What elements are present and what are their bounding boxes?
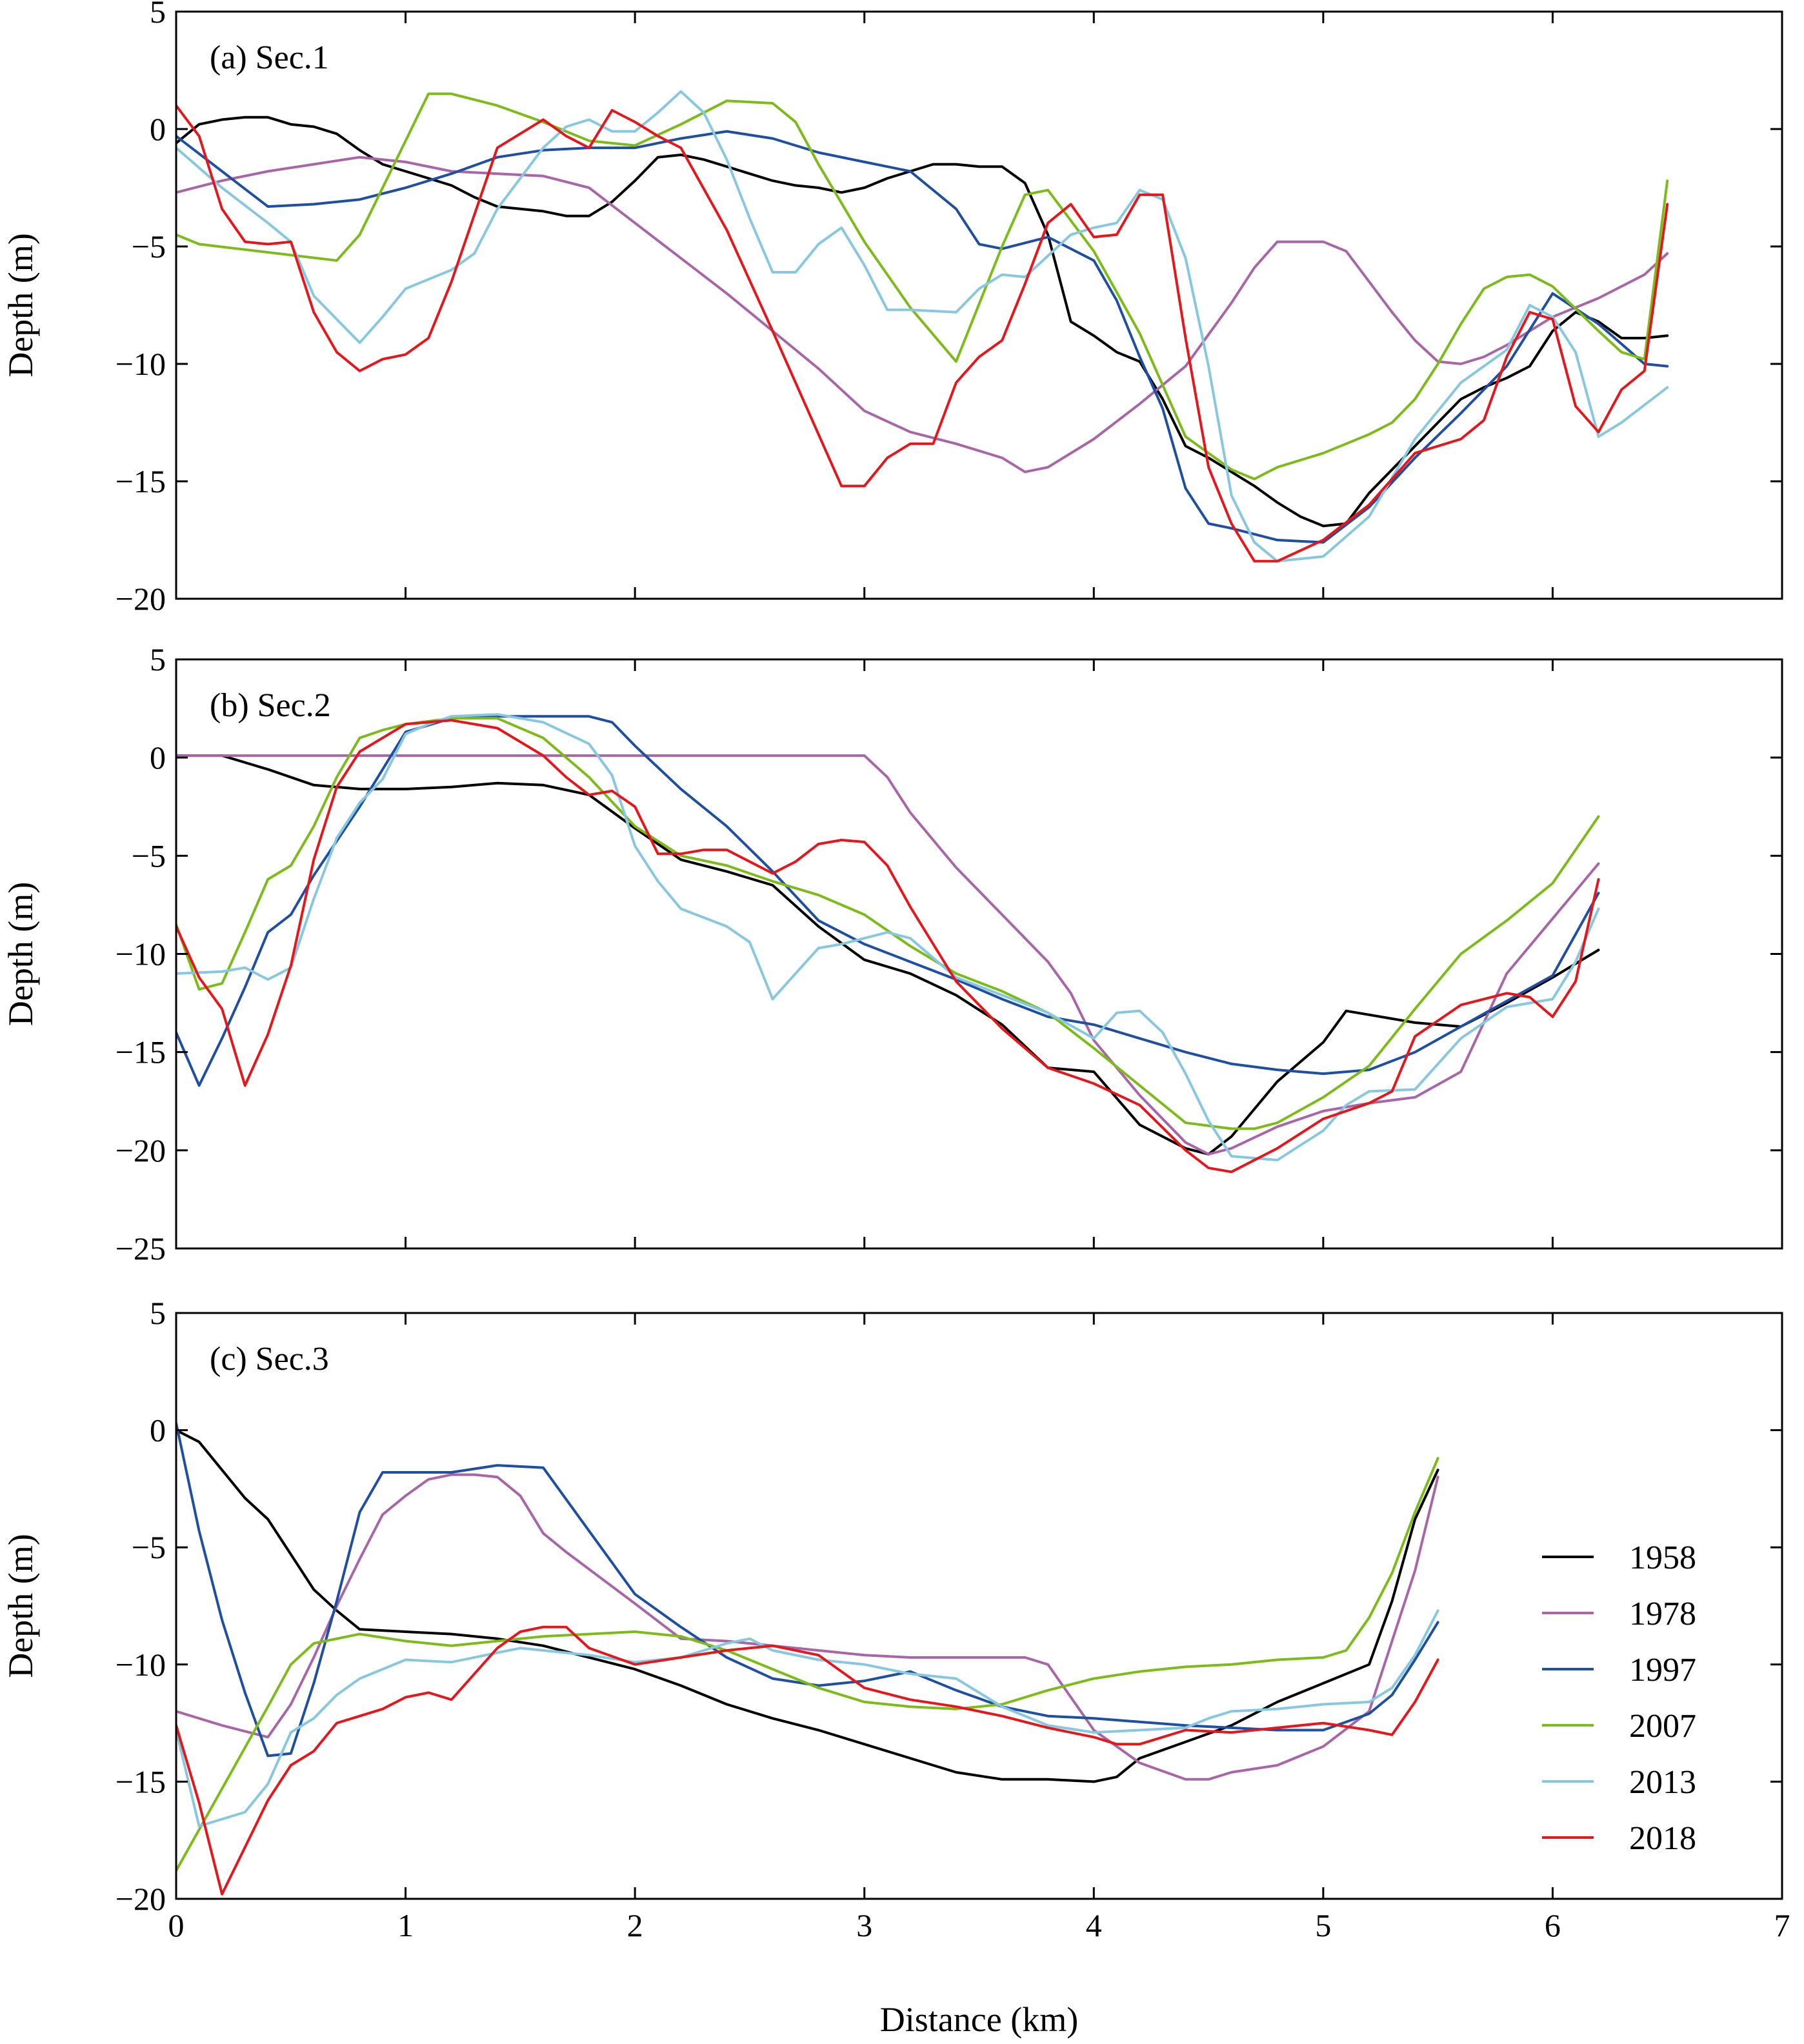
- series-line-1958: [176, 1428, 1439, 1783]
- x-tick-label: 7: [1774, 1907, 1790, 1943]
- y-tick-label: −5: [132, 837, 166, 874]
- y-tick-label: −10: [115, 1647, 166, 1683]
- panel-3: −20 −15 −10 −5 0 5 0 1 2 3 4 5 6 7 (c) Sec.3 Depth (m): [1, 1295, 1790, 1943]
- series-group: [176, 1421, 1439, 1896]
- x-tick-label: 4: [1086, 1907, 1102, 1943]
- series-line-2018: [176, 719, 1600, 1174]
- y-axis-title: Depth (m): [1, 233, 40, 377]
- x-tick-label: 1: [397, 1907, 414, 1943]
- legend: 1958 1978 1997 2007 2013 2018: [1542, 1539, 1696, 1857]
- series-line-2018: [176, 104, 1669, 563]
- y-tick-label: −10: [115, 936, 166, 972]
- y-tick-label: 5: [150, 1295, 166, 1331]
- y-tick-label: −20: [115, 581, 166, 617]
- y-tick-label: −5: [132, 1529, 166, 1565]
- series-line-1978: [176, 155, 1669, 474]
- series-line-2007: [176, 1457, 1439, 1872]
- plot-frame: [175, 1312, 1783, 1900]
- y-tick-label: −5: [132, 228, 166, 265]
- series-line-1997: [176, 130, 1669, 544]
- legend-label-1997: 1997: [1629, 1652, 1696, 1688]
- series-line-2013: [176, 1609, 1439, 1828]
- y-tick-label: −25: [115, 1230, 166, 1267]
- series-line-2013: [176, 713, 1600, 1161]
- y-tick-label: 0: [150, 1412, 166, 1448]
- x-tick-label: 2: [627, 1907, 643, 1943]
- x-tick-label: 6: [1545, 1907, 1561, 1943]
- x-tick-label: 3: [856, 1907, 872, 1943]
- legend-label-1958: 1958: [1629, 1539, 1696, 1576]
- legend-label-2007: 2007: [1629, 1708, 1696, 1745]
- series-group: [176, 713, 1600, 1174]
- x-axis-title: Distance (km): [880, 2000, 1078, 2039]
- plot-frame: [175, 658, 1783, 1250]
- legend-label-1978: 1978: [1629, 1596, 1696, 1632]
- x-tick-label: 5: [1315, 1907, 1331, 1943]
- panel-1: −20 −15 −10 −5 0 5 (a) Sec.1 Depth (m): [1, 0, 1783, 617]
- y-tick-label: −10: [115, 346, 166, 382]
- legend-label-2013: 2013: [1629, 1764, 1696, 1801]
- panel-2: −25 −20 −15 −10 −5 0 5 (b) Sec.2 Depth (m): [1, 641, 1783, 1267]
- series-group: [176, 90, 1669, 563]
- x-tick-label: 0: [168, 1907, 185, 1943]
- y-tick-label: −15: [115, 1763, 166, 1799]
- series-line-2018: [176, 1625, 1439, 1896]
- panel-title: (a) Sec.1: [210, 39, 329, 76]
- panel-title: (c) Sec.3: [210, 1341, 329, 1378]
- series-line-2013: [176, 90, 1669, 563]
- panels: −20 −15 −10 −5 0 5 (a) Sec.1 Depth (m) −25 −20 −15…: [1, 0, 1790, 1943]
- series-line-1978: [176, 754, 1600, 1156]
- y-axis-title: Depth (m): [1, 1534, 40, 1678]
- series-line-1997: [176, 715, 1600, 1087]
- series-line-2007: [176, 92, 1669, 481]
- series-line-1997: [176, 1421, 1439, 1758]
- panel-title: (b) Sec.2: [210, 687, 331, 724]
- y-tick-label: 5: [150, 0, 166, 30]
- y-tick-label: −15: [115, 463, 166, 499]
- plot-frame: [175, 10, 1783, 600]
- series-line-2007: [176, 717, 1600, 1130]
- y-tick-label: −20: [115, 1881, 166, 1917]
- series-line-1978: [176, 1473, 1439, 1781]
- y-tick-label: 0: [150, 739, 166, 776]
- y-axis-title: Depth (m): [1, 882, 40, 1026]
- legend-label-2018: 2018: [1629, 1820, 1696, 1857]
- y-tick-label: 0: [150, 111, 166, 147]
- y-tick-label: −20: [115, 1132, 166, 1168]
- series-line-1958: [176, 115, 1669, 528]
- y-tick-label: −15: [115, 1034, 166, 1070]
- y-tick-label: 5: [150, 641, 166, 677]
- series-line-1958: [176, 754, 1600, 1156]
